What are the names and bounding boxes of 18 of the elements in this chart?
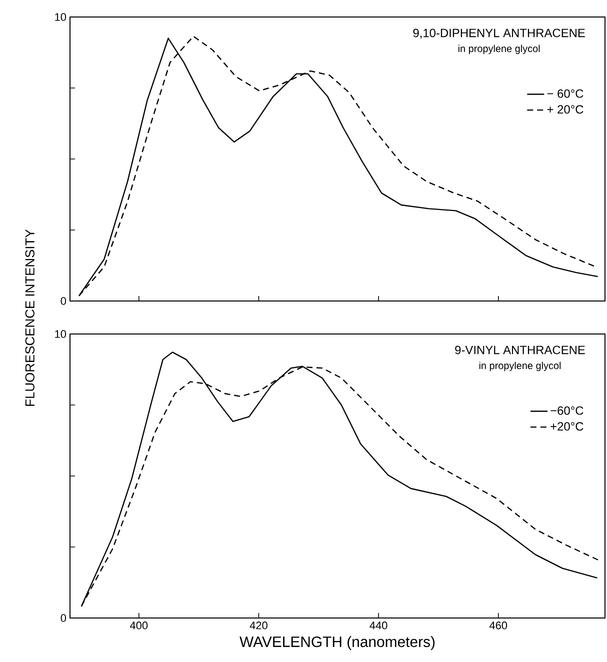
text: in propylene glycol bbox=[458, 44, 540, 54]
y-tick-label: 10 bbox=[55, 13, 66, 21]
text: 9-VINYL ANTHRACENE bbox=[455, 346, 585, 354]
legend-label: − 60°C bbox=[547, 89, 584, 98]
y-tick-label: 0 bbox=[60, 614, 66, 622]
text: in propylene glycol bbox=[479, 362, 561, 372]
legend-label: + 20°C bbox=[547, 105, 584, 114]
y-axis-title: FLUORESCENCE INTENSITY bbox=[25, 229, 34, 406]
legend-label: +20°C bbox=[550, 422, 584, 431]
y-tick-label: 10 bbox=[55, 330, 66, 338]
x-tick-label: 400 bbox=[130, 622, 148, 630]
x-axis-title: WAVELENGTH (nanometers) bbox=[240, 636, 435, 650]
x-tick-label: 420 bbox=[250, 622, 268, 630]
x-tick-label: 440 bbox=[370, 622, 388, 630]
text: 9,10-DIPHENYL ANTHRACENE bbox=[413, 28, 585, 39]
y-tick-label: 0 bbox=[60, 297, 66, 305]
legend-label: −60°C bbox=[550, 406, 584, 415]
x-tick-label: 460 bbox=[489, 622, 508, 630]
